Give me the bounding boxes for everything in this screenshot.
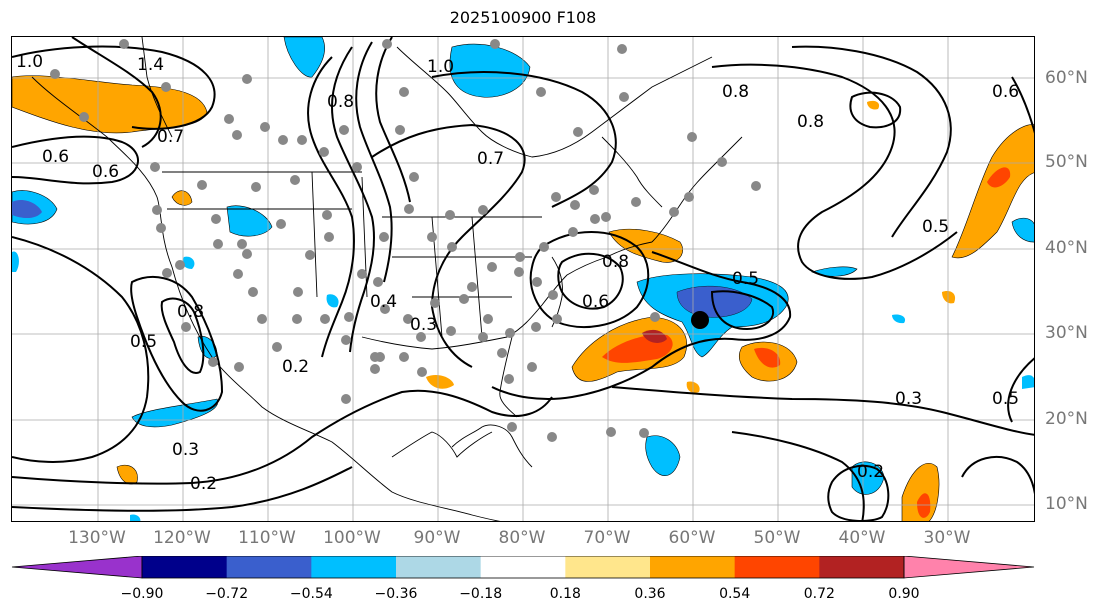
colorbar-swatch xyxy=(311,556,397,578)
lat-label: 10°N xyxy=(1045,494,1088,514)
lat-label: 40°N xyxy=(1045,238,1088,258)
colorbar-tick-label: 0.54 xyxy=(719,586,751,602)
contour-label: 0.8 xyxy=(602,252,629,272)
contour-label: 0.3 xyxy=(172,440,199,460)
lon-label: 60°W xyxy=(668,528,716,548)
contour-label: 0.3 xyxy=(895,389,922,409)
lon-label: 100°W xyxy=(323,528,381,548)
contour-label: 0.3 xyxy=(410,315,437,335)
contour-label: 0.2 xyxy=(282,357,309,377)
contour-label: 0.5 xyxy=(130,332,157,352)
colorbar-tick-label: −0.18 xyxy=(459,586,503,602)
colorbar xyxy=(11,556,1035,579)
contour-label-group: 1.4 1.0 0.7 0.6 0.6 0.8 1.0 0.7 0.5 0.4 … xyxy=(16,52,1019,494)
contour-label: 0.6 xyxy=(992,82,1019,102)
colorbar-tick-label: 0.18 xyxy=(549,586,581,602)
contour-label: 0.8 xyxy=(177,302,204,322)
contour-label: 0.8 xyxy=(797,112,824,132)
lon-label: 50°W xyxy=(753,528,801,548)
station-dots xyxy=(50,39,761,442)
contour-label: 1.0 xyxy=(16,52,43,72)
contour-lines xyxy=(12,37,1034,521)
contour-label: 0.7 xyxy=(157,127,184,147)
contour-label: 0.8 xyxy=(327,92,354,112)
lon-label: 80°W xyxy=(498,528,546,548)
colorbar-tick-label: 0.90 xyxy=(888,586,920,602)
lat-label: 20°N xyxy=(1045,409,1088,429)
colorbar-swatch xyxy=(226,556,312,578)
lat-label: 30°N xyxy=(1045,323,1088,343)
lon-label: 90°W xyxy=(413,528,461,548)
colorbar-swatch xyxy=(396,556,482,578)
lon-label: 120°W xyxy=(153,528,211,548)
contour-label: 0.6 xyxy=(42,147,69,167)
lon-label: 30°W xyxy=(923,528,971,548)
lon-label: 70°W xyxy=(583,528,631,548)
anomaly-fills xyxy=(12,37,1034,521)
storm-center-marker xyxy=(691,311,709,329)
graticule xyxy=(12,37,1034,521)
map-canvas: 1.4 1.0 0.7 0.6 0.6 0.8 1.0 0.7 0.5 0.4 … xyxy=(12,37,1034,521)
contour-label: 0.4 xyxy=(370,292,397,312)
colorbar-tick-label: 0.72 xyxy=(803,586,835,602)
colorbar-swatch xyxy=(480,556,566,578)
colorbar-extend-low xyxy=(11,556,143,579)
contour-label: 0.6 xyxy=(92,162,119,182)
colorbar-tick-label: −0.90 xyxy=(120,586,164,602)
contour-label: 1.4 xyxy=(137,55,164,75)
colorbar-border xyxy=(141,556,905,579)
colorbar-tick-label: −0.54 xyxy=(289,586,333,602)
contour-label: 0.2 xyxy=(190,474,217,494)
colorbar-tick-label: −0.72 xyxy=(205,586,249,602)
lat-label: 50°N xyxy=(1045,152,1088,172)
colorbar-swatch xyxy=(734,556,820,578)
contour-label: 0.6 xyxy=(582,292,609,312)
contour-label: 0.8 xyxy=(722,82,749,102)
lat-label: 60°N xyxy=(1045,68,1088,88)
colorbar-tick-label: −0.36 xyxy=(374,586,418,602)
lon-label: 130°W xyxy=(68,528,126,548)
colorbar-swatch xyxy=(650,556,736,578)
lon-label: 110°W xyxy=(238,528,296,548)
contour-label: 1.0 xyxy=(427,57,454,77)
contour-label: 0.5 xyxy=(992,389,1019,409)
contour-label: 0.5 xyxy=(922,217,949,237)
map-frame: 1.4 1.0 0.7 0.6 0.6 0.8 1.0 0.7 0.5 0.4 … xyxy=(11,36,1035,522)
lon-label: 40°W xyxy=(838,528,886,548)
contour-label: 0.7 xyxy=(477,149,504,169)
colorbar-extend-high xyxy=(903,556,1035,579)
colorbar-swatch xyxy=(142,556,228,578)
colorbar-swatch xyxy=(565,556,651,578)
contour-label: 0.2 xyxy=(857,462,884,482)
colorbar-swatch xyxy=(819,556,905,578)
colorbar-tick-label: 0.36 xyxy=(634,586,666,602)
page-title: 2025100900 F108 xyxy=(449,8,597,27)
contour-label: 0.5 xyxy=(732,269,759,289)
